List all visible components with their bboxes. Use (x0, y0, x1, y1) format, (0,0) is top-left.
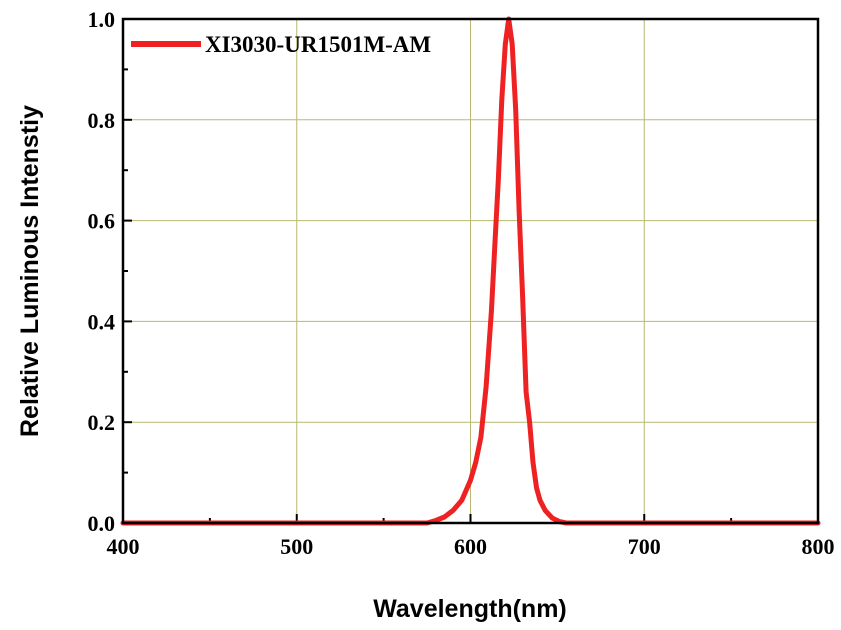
x-tick-label: 400 (107, 534, 140, 559)
y-tick-label: 0.0 (88, 511, 116, 536)
grid-lines (123, 19, 818, 523)
y-tick-label: 1.0 (88, 7, 116, 32)
series-line (120, 16, 821, 526)
y-tick-label: 0.4 (88, 309, 116, 334)
series-layer (120, 16, 821, 526)
tick-labels: 400 500 600 700 800 0.0 0.2 0.4 0.6 0.8 1.0 (88, 7, 835, 559)
y-axis-title: Relative Luminous Intenstiy (16, 105, 44, 437)
legend: XI3030-UR1501M-AM (131, 32, 431, 57)
x-tick-label: 700 (628, 534, 661, 559)
x-tick-label: 600 (454, 534, 487, 559)
x-tick-label: 800 (802, 534, 835, 559)
legend-label: XI3030-UR1501M-AM (205, 32, 431, 57)
x-axis-title: Wavelength(nm) (373, 595, 567, 623)
y-tick-label: 0.8 (88, 108, 116, 133)
y-tick-label: 0.2 (88, 410, 116, 435)
x-tick-label: 500 (280, 534, 313, 559)
plot-frame (121, 17, 820, 525)
y-tick-label: 0.6 (88, 209, 116, 234)
